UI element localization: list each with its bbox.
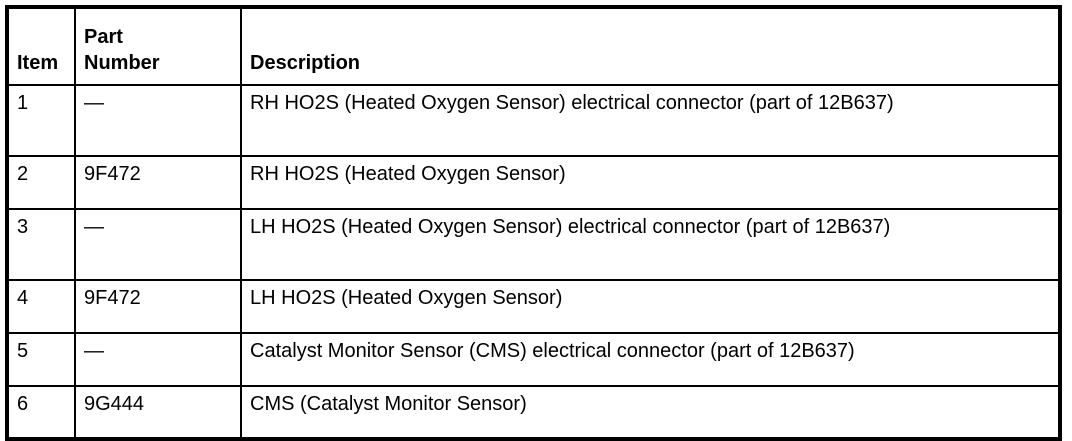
table-row: 3 — LH HO2S (Heated Oxygen Sensor) elect… bbox=[6, 208, 1061, 281]
part-number-cell: — bbox=[74, 208, 242, 281]
table-row: 4 9F472 LH HO2S (Heated Oxygen Sensor) bbox=[6, 279, 1061, 334]
item-cell: 5 bbox=[6, 332, 76, 387]
item-cell: 3 bbox=[6, 208, 76, 281]
table-row: 6 9G444 CMS (Catalyst Monitor Sensor) bbox=[6, 385, 1061, 440]
description-cell: LH HO2S (Heated Oxygen Sensor) bbox=[240, 279, 1061, 334]
item-cell: 4 bbox=[6, 279, 76, 334]
description-cell: Catalyst Monitor Sensor (CMS) electrical… bbox=[240, 332, 1061, 387]
header-row: Item Part Number Description bbox=[6, 6, 1061, 86]
header-item: Item bbox=[6, 6, 76, 86]
header-description: Description bbox=[240, 6, 1061, 86]
item-cell: 6 bbox=[6, 385, 76, 440]
part-number-cell: 9F472 bbox=[74, 155, 242, 210]
description-cell: RH HO2S (Heated Oxygen Sensor) electrica… bbox=[240, 84, 1061, 157]
table-row: 1 — RH HO2S (Heated Oxygen Sensor) elect… bbox=[6, 84, 1061, 157]
item-cell: 1 bbox=[6, 84, 76, 157]
part-number-cell: 9G444 bbox=[74, 385, 242, 440]
description-cell: LH HO2S (Heated Oxygen Sensor) electrica… bbox=[240, 208, 1061, 281]
part-number-cell: — bbox=[74, 332, 242, 387]
part-number-cell: 9F472 bbox=[74, 279, 242, 334]
part-number-cell: — bbox=[74, 84, 242, 157]
parts-table: Item Part Number Description 1 — RH HO2S… bbox=[5, 5, 1062, 441]
table-row: 2 9F472 RH HO2S (Heated Oxygen Sensor) bbox=[6, 155, 1061, 210]
item-cell: 2 bbox=[6, 155, 76, 210]
table-row: 5 — Catalyst Monitor Sensor (CMS) electr… bbox=[6, 332, 1061, 387]
header-part-number: Part Number bbox=[74, 6, 242, 86]
description-cell: CMS (Catalyst Monitor Sensor) bbox=[240, 385, 1061, 440]
description-cell: RH HO2S (Heated Oxygen Sensor) bbox=[240, 155, 1061, 210]
